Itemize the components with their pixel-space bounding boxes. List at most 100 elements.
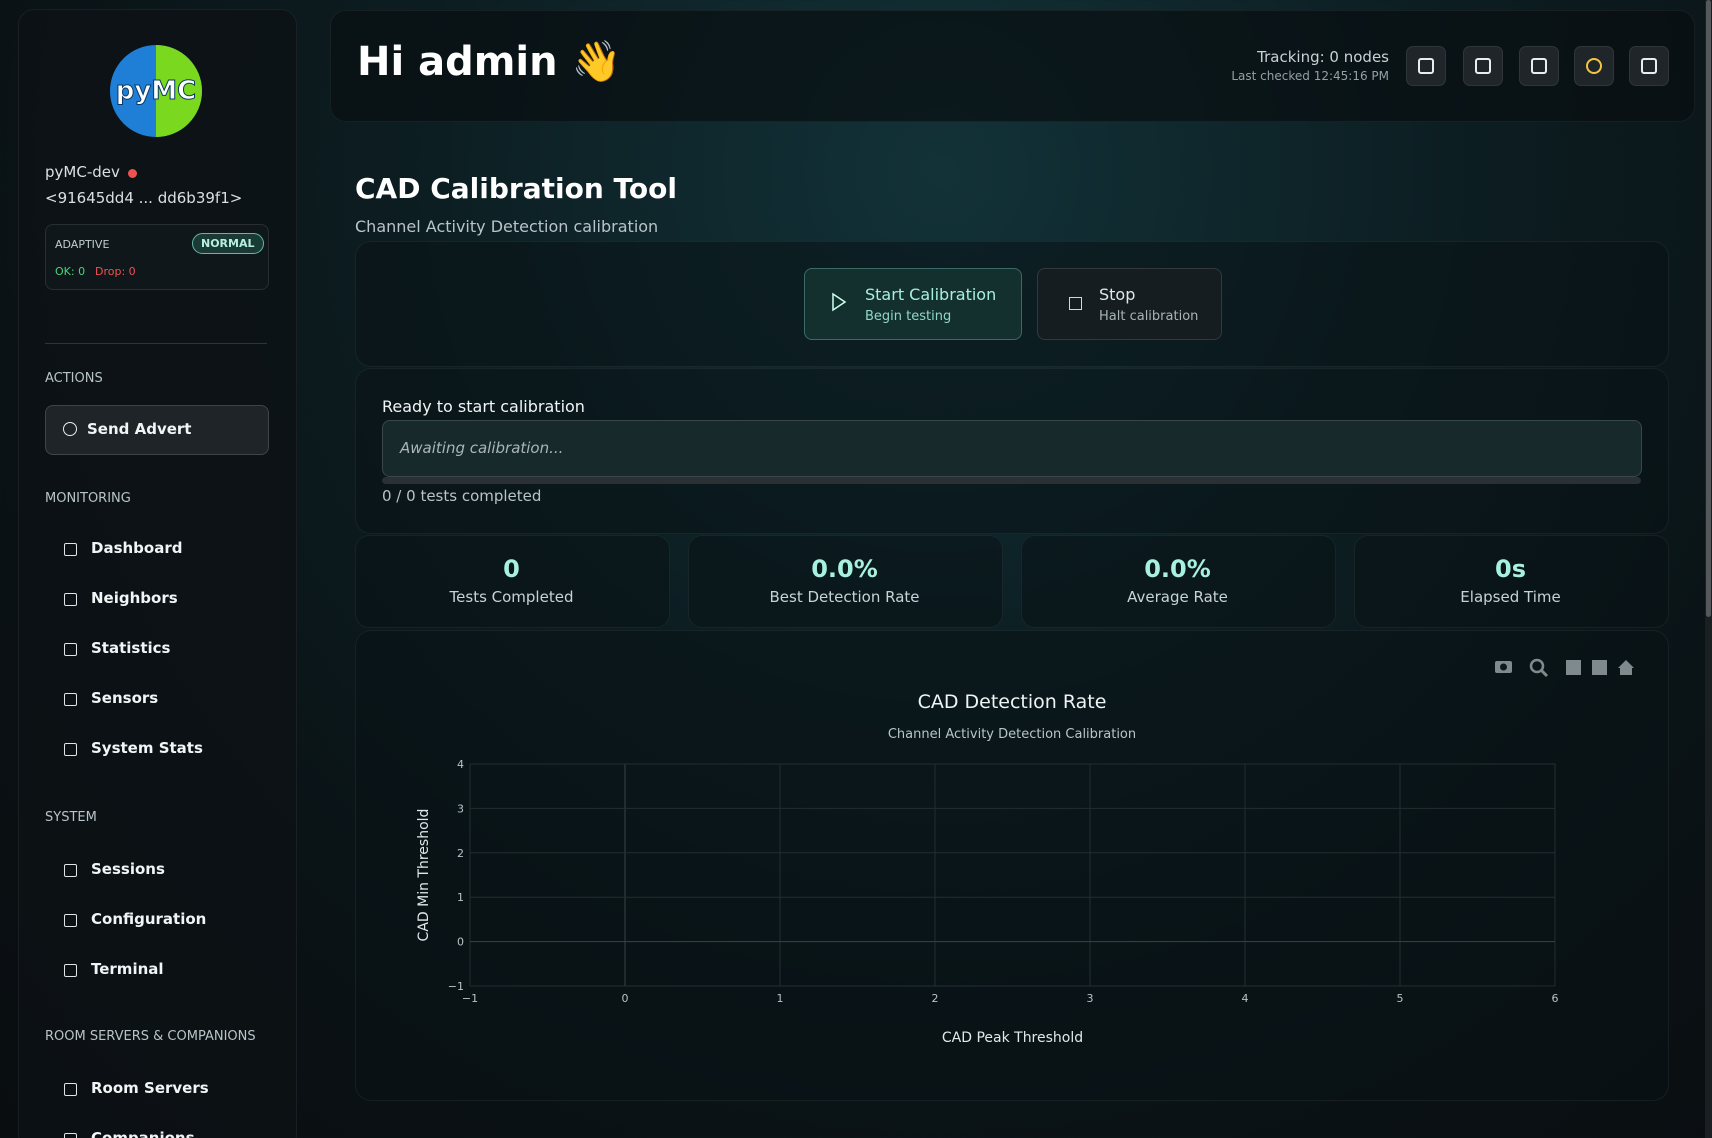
y-tick-label: 3	[457, 802, 464, 815]
y-tick-label: 1	[457, 891, 464, 904]
nav-icon	[64, 543, 77, 556]
stop-label: Stop	[1099, 285, 1136, 304]
mode-badge: NORMAL	[192, 233, 264, 254]
stat-label: Best Detection Rate	[769, 588, 920, 606]
nav-label: Room Servers	[91, 1079, 209, 1097]
action-button[interactable]	[45, 405, 269, 455]
x-tick-label: 2	[932, 992, 939, 1005]
stat-value: 0.0%	[811, 555, 878, 583]
nav-label: System Stats	[91, 739, 203, 757]
nav-label: Sessions	[91, 860, 165, 878]
play-icon	[832, 292, 847, 312]
header-icon	[1641, 58, 1657, 74]
section-title: ROOM SERVERS & COMPANIONS	[45, 1029, 256, 1044]
logo: pyMC	[110, 45, 202, 137]
nav-icon	[64, 914, 77, 927]
stat-card	[1021, 535, 1336, 628]
nav-label: Dashboard	[91, 539, 183, 557]
x-tick-label: 6	[1552, 992, 1559, 1005]
section-title: MONITORING	[45, 491, 131, 506]
section-title: SYSTEM	[45, 810, 97, 825]
nav-label: Terminal	[91, 960, 164, 978]
nav-icon	[64, 593, 77, 606]
stat-label: Elapsed Time	[1460, 588, 1561, 606]
x-axis-title: CAD Peak Threshold	[942, 1030, 1083, 1046]
action-icon	[63, 422, 77, 436]
stat-label: Average Rate	[1127, 588, 1228, 606]
chart-title: CAD Detection Rate	[918, 691, 1107, 713]
x-tick-label: 4	[1242, 992, 1249, 1005]
x-tick-label: 5	[1397, 992, 1404, 1005]
chart-panel	[355, 630, 1669, 1101]
nav-icon	[64, 964, 77, 977]
nav-label: Companions	[91, 1129, 195, 1138]
header-icon-button[interactable]	[1463, 46, 1503, 86]
nav-icon	[64, 1133, 77, 1138]
progress-count: 0 / 0 tests completed	[382, 487, 542, 505]
header-icon-button[interactable]	[1629, 46, 1669, 86]
status-dot	[128, 169, 137, 178]
stat-card	[355, 535, 670, 628]
stat-value: 0	[503, 555, 520, 583]
start-label: Start Calibration	[865, 285, 997, 304]
last-checked: Last checked 12:45:16 PM	[1231, 69, 1389, 83]
node-id: <91645dd4 ... dd6b39f1>	[45, 189, 243, 207]
header-icon	[1418, 58, 1434, 74]
page-title: CAD Calibration Tool	[355, 172, 677, 205]
stop-button[interactable]	[1037, 268, 1222, 340]
stat-label: Tests Completed	[449, 588, 574, 606]
stat-value: 0s	[1495, 555, 1526, 583]
x-tick-label: 3	[1087, 992, 1094, 1005]
x-tick-label: 0	[622, 992, 629, 1005]
nav-icon	[64, 693, 77, 706]
header-icon-button[interactable]	[1406, 46, 1446, 86]
y-tick-label: −1	[448, 980, 464, 993]
section-title: ACTIONS	[45, 371, 103, 386]
progress-status: Ready to start calibration	[382, 397, 585, 416]
nav-label: Sensors	[91, 689, 159, 707]
nav-icon	[64, 864, 77, 877]
x-tick-label: −1	[462, 992, 478, 1005]
nav-icon	[64, 1083, 77, 1096]
nav-label: Neighbors	[91, 589, 178, 607]
node-name: pyMC-dev	[45, 163, 120, 181]
header-icon	[1586, 58, 1602, 74]
chart-subtitle: Channel Activity Detection Calibration	[888, 727, 1136, 742]
y-axis-title: CAD Min Threshold	[416, 809, 432, 942]
stat-card	[1354, 535, 1669, 628]
start-button[interactable]	[804, 268, 1022, 340]
start-hint: Begin testing	[865, 309, 952, 324]
stop-hint: Halt calibration	[1099, 309, 1199, 324]
scrollbar-thumb	[1706, 0, 1711, 617]
page-subtitle: Channel Activity Detection calibration	[355, 217, 659, 236]
sidebar	[18, 9, 297, 1138]
stat-card	[688, 535, 1003, 628]
header-icon	[1475, 58, 1491, 74]
stat-value: 0.0%	[1144, 555, 1211, 583]
x-tick-label: 1	[777, 992, 784, 1005]
action-label: Send Advert	[87, 420, 192, 438]
ok-count: OK: 0	[55, 265, 86, 278]
chart-toolbar	[1495, 658, 1634, 678]
nav-label: Configuration	[91, 910, 207, 928]
stop-icon	[1069, 297, 1082, 310]
progress-bar	[382, 477, 1641, 484]
svg-text:pyMC: pyMC	[116, 76, 197, 106]
header-icon	[1531, 58, 1547, 74]
nav-icon	[64, 743, 77, 756]
y-tick-label: 2	[457, 847, 464, 860]
mode-label: ADAPTIVE	[55, 238, 110, 251]
greeting: Hi admin 👋	[357, 39, 622, 85]
divider	[45, 343, 267, 344]
nav-icon	[64, 643, 77, 656]
header-icon-button[interactable]	[1519, 46, 1559, 86]
nav-label: Statistics	[91, 639, 171, 657]
y-tick-label: 0	[457, 936, 464, 949]
drop-count: Drop: 0	[95, 265, 136, 278]
tracking: Tracking: 0 nodes	[1257, 48, 1389, 66]
y-tick-label: 4	[457, 758, 464, 771]
progress-input	[382, 420, 1642, 477]
progress-placeholder: Awaiting calibration...	[400, 439, 564, 457]
chart: CAD Detection Rate Channel Activity Detec…	[416, 658, 1634, 1046]
